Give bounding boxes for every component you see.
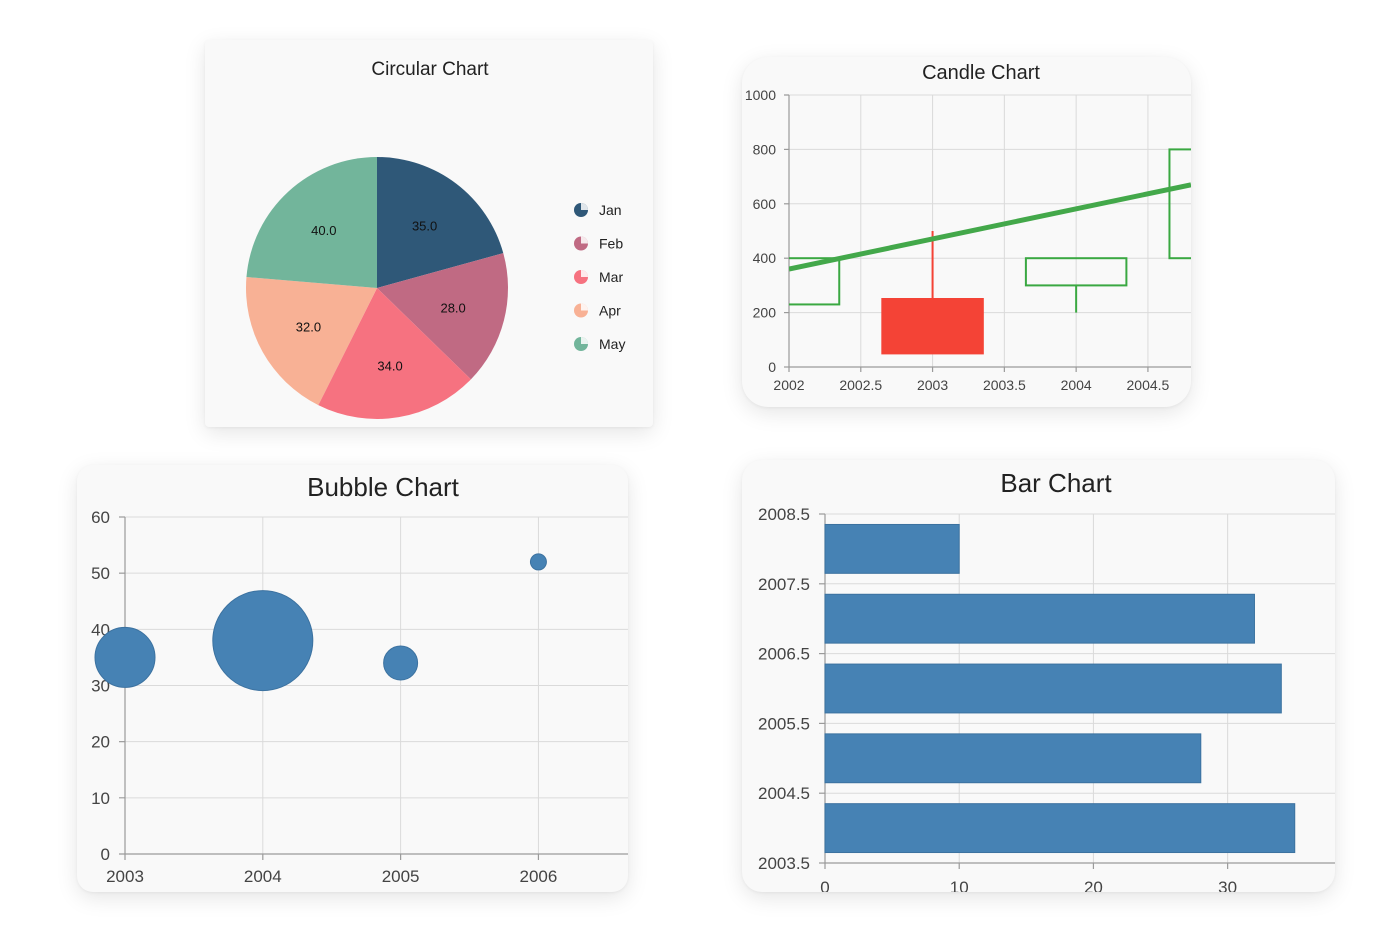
y-tick-label: 2003.5 [758,854,810,873]
y-tick-label: 0 [768,359,776,375]
bar [824,593,1255,644]
trend-line [789,182,1191,272]
candle-body [881,298,984,355]
legend-marker-notch [581,203,588,210]
x-tick-label: 2004 [244,867,282,886]
x-tick-label: 30 [1218,878,1237,892]
candle-chart: Candle Chart 0 200 400 600 800 1000 2002 2002.5 2… [745,62,1191,393]
slice-label: 40.0 [311,223,336,238]
chart-title: Candle Chart [922,62,1040,84]
bubble-point [383,645,419,681]
x-tick-label: 2002.5 [839,377,882,393]
legend-marker-notch [581,303,588,311]
x-tick-label: 0 [820,878,829,892]
x-tick-label: 20 [1084,878,1103,892]
x-tick-label: 2004 [1061,377,1092,393]
pie-slice [246,157,377,288]
pie-slice [318,288,471,419]
slice-label: 35.0 [412,218,437,233]
bubble-point [94,626,156,688]
bubble-point [529,553,547,571]
y-tick-label: 10 [91,789,110,808]
pie-chart: Circular Chart 35.0 28.0 34.0 32.0 40.0 Jan Feb… [245,59,625,419]
candle-chart-card: Candle Chart 0 200 400 600 800 1000 2002 2002.5 2… [742,57,1191,407]
legend-marker-notch [581,270,588,277]
y-tick-label: 60 [91,508,110,527]
y-tick-label: 2008.5 [758,505,810,524]
x-tick-label: 2005 [382,867,420,886]
bar [824,523,960,574]
x-tick-label: 10 [950,878,969,892]
legend-label: Apr [599,303,621,319]
slice-label: 32.0 [296,319,321,334]
y-tick-label: 2004.5 [758,784,810,803]
bubble-point [212,590,314,692]
y-tick-label: 800 [753,141,777,157]
bar-chart-card: Bar Chart 2003.5 2004.5 2005.5 2006.5 2007.5 2… [742,460,1335,892]
bubble-chart-card: Bubble Chart 0 10 20 30 40 50 60 2003 2004 2005 200… [77,465,628,892]
chart-title: Bar Chart [1000,468,1112,498]
y-tick-label: 0 [101,845,110,864]
bar [824,663,1282,714]
y-tick-label: 50 [91,564,110,583]
slice-label: 34.0 [377,359,402,374]
chart-title: Bubble Chart [307,472,460,502]
candle-body [789,257,841,306]
y-tick-label: 30 [91,677,110,696]
candle-body [1168,148,1191,260]
pie-slice [377,157,504,288]
x-tick-label: 2003 [917,377,948,393]
legend-label: May [599,336,625,352]
candles [789,148,1191,355]
pie-slice [377,253,508,380]
x-tick-label: 2006 [520,867,558,886]
pie-chart-card: Circular Chart 35.0 28.0 34.0 32.0 40.0 Jan Feb… [205,40,653,427]
legend-label: Jan [599,202,622,218]
bar [824,733,1202,784]
bar [824,803,1296,854]
legend-marker-notch [581,236,588,244]
x-tick-label: 2002 [773,377,804,393]
y-tick-label: 2006.5 [758,645,810,664]
y-tick-label: 200 [753,305,777,321]
x-tick-label: 2003.5 [983,377,1026,393]
bar-chart: Bar Chart 2003.5 2004.5 2005.5 2006.5 2007.5 2… [758,468,1335,892]
y-tick-label: 400 [753,250,777,266]
pie-slice [245,277,377,406]
chart-title: Circular Chart [371,59,489,80]
legend-label: Mar [599,269,623,285]
y-tick-label: 20 [91,733,110,752]
y-tick-label: 600 [753,196,777,212]
legend-marker-notch [581,337,588,344]
x-tick-label: 2004.5 [1127,377,1170,393]
y-tick-label: 2005.5 [758,714,810,733]
slice-label: 28.0 [440,301,465,316]
y-tick-label: 2007.5 [758,575,810,594]
legend-label: Feb [599,236,623,252]
y-tick-label: 1000 [745,87,776,103]
x-tick-label: 2003 [106,867,144,886]
candle-body [1024,257,1128,287]
